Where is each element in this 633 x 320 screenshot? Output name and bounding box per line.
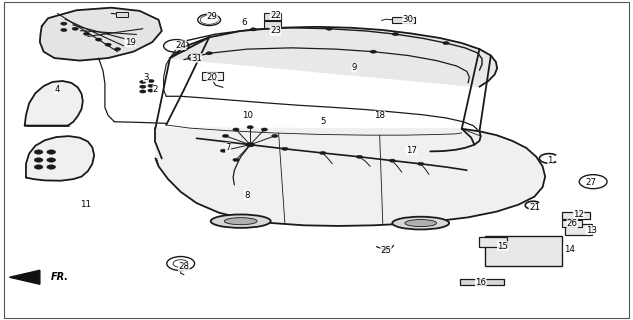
Ellipse shape [392, 217, 449, 229]
Text: 16: 16 [475, 278, 486, 287]
Circle shape [247, 125, 253, 129]
Circle shape [140, 90, 146, 93]
Circle shape [34, 150, 43, 154]
Circle shape [382, 248, 388, 252]
Ellipse shape [211, 214, 271, 228]
Circle shape [96, 38, 102, 41]
Circle shape [233, 158, 239, 162]
Circle shape [61, 28, 67, 32]
Polygon shape [26, 136, 94, 181]
Text: 23: 23 [270, 27, 281, 36]
Circle shape [105, 43, 111, 46]
FancyBboxPatch shape [479, 237, 506, 247]
FancyBboxPatch shape [484, 236, 561, 267]
Circle shape [148, 79, 154, 83]
Text: 19: 19 [125, 38, 135, 47]
Circle shape [47, 165, 56, 169]
Text: 27: 27 [586, 178, 597, 187]
Circle shape [148, 89, 154, 92]
Circle shape [326, 27, 332, 30]
Text: FR.: FR. [51, 272, 69, 282]
Text: 6: 6 [241, 19, 247, 28]
Text: 8: 8 [244, 190, 250, 200]
Polygon shape [25, 81, 83, 125]
Text: 25: 25 [380, 246, 391, 255]
Text: 15: 15 [498, 242, 508, 251]
FancyBboxPatch shape [460, 279, 504, 285]
Ellipse shape [224, 218, 257, 225]
Text: 14: 14 [563, 245, 575, 254]
Circle shape [206, 52, 212, 55]
Text: 29: 29 [207, 12, 218, 21]
Circle shape [392, 33, 399, 36]
FancyBboxPatch shape [565, 224, 592, 235]
Text: 4: 4 [55, 85, 60, 94]
FancyBboxPatch shape [201, 72, 223, 80]
Polygon shape [156, 128, 545, 226]
Text: 3: 3 [143, 73, 149, 82]
Circle shape [220, 149, 227, 152]
Circle shape [389, 159, 396, 162]
Polygon shape [40, 8, 162, 60]
Circle shape [148, 84, 154, 87]
FancyBboxPatch shape [562, 220, 582, 227]
Text: 31: 31 [191, 53, 202, 62]
Text: 17: 17 [406, 146, 417, 155]
Text: 21: 21 [529, 203, 540, 212]
Circle shape [443, 42, 449, 45]
Circle shape [61, 22, 67, 25]
Text: 7: 7 [225, 143, 231, 152]
Text: 20: 20 [207, 73, 218, 82]
Circle shape [261, 128, 268, 131]
Text: 9: 9 [352, 63, 357, 72]
Text: 13: 13 [586, 226, 597, 235]
Circle shape [233, 128, 239, 131]
Circle shape [418, 162, 424, 165]
FancyBboxPatch shape [562, 212, 590, 219]
FancyBboxPatch shape [116, 12, 128, 17]
Circle shape [84, 32, 90, 36]
Polygon shape [9, 270, 40, 284]
Circle shape [72, 27, 78, 30]
Circle shape [34, 158, 43, 162]
Circle shape [47, 150, 56, 154]
Circle shape [356, 155, 363, 158]
Circle shape [140, 85, 146, 88]
Text: 24: 24 [175, 41, 186, 50]
Circle shape [282, 147, 288, 150]
Text: 5: 5 [320, 117, 325, 126]
Text: 2: 2 [153, 85, 158, 94]
FancyBboxPatch shape [264, 21, 281, 28]
Circle shape [250, 28, 256, 31]
Ellipse shape [405, 220, 437, 227]
Text: 18: 18 [374, 111, 385, 120]
Polygon shape [170, 27, 497, 87]
Circle shape [246, 142, 254, 147]
Circle shape [222, 134, 229, 138]
Text: 1: 1 [548, 156, 553, 164]
Circle shape [272, 134, 278, 138]
Text: 22: 22 [270, 11, 281, 20]
Text: 26: 26 [567, 219, 578, 228]
Text: 10: 10 [242, 111, 253, 120]
Circle shape [370, 50, 377, 53]
Circle shape [34, 165, 43, 169]
Circle shape [140, 80, 146, 84]
Circle shape [320, 151, 326, 155]
FancyBboxPatch shape [392, 17, 415, 23]
Text: 28: 28 [179, 262, 189, 271]
Text: 30: 30 [403, 15, 413, 24]
Text: 11: 11 [80, 200, 91, 209]
FancyBboxPatch shape [264, 13, 281, 20]
Circle shape [247, 143, 253, 146]
Circle shape [47, 158, 56, 162]
Circle shape [115, 48, 121, 51]
Text: 12: 12 [573, 210, 584, 219]
